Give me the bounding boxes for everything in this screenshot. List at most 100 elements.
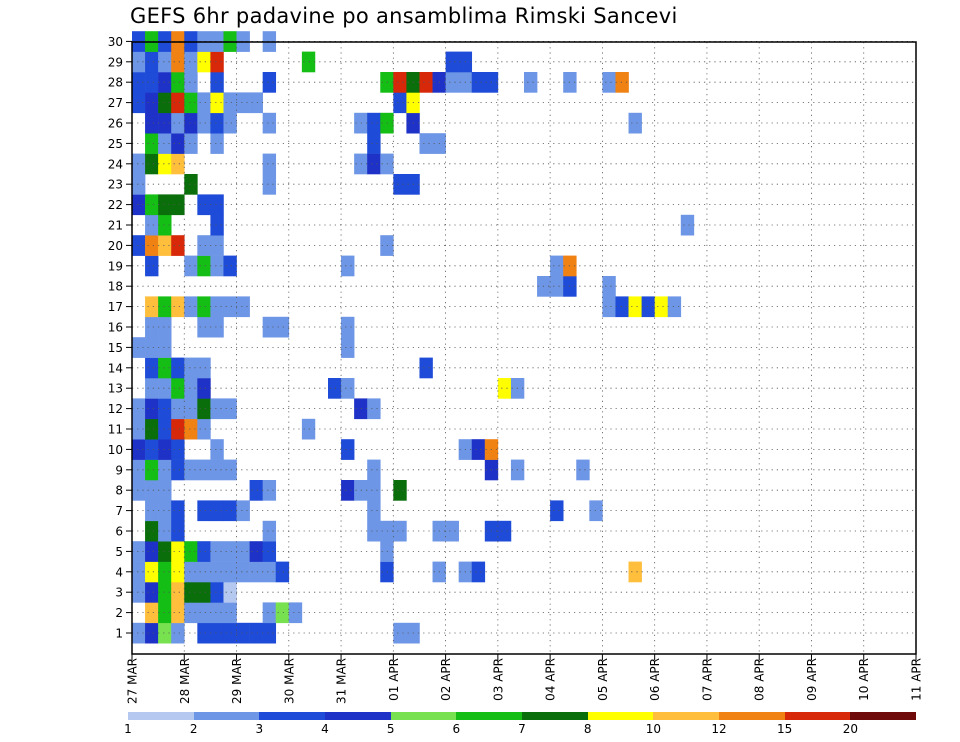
heatmap-chart: 1234567891011121314151617181920212223242… [108,31,924,704]
precip-cell [210,51,224,73]
precip-cell [145,235,159,256]
precip-cell [132,51,146,73]
precip-cell [393,622,407,644]
precip-cell [210,112,224,134]
precip-cell [236,541,250,562]
precip-cell [184,357,198,379]
precip-cell [236,500,250,522]
precip-cell [210,296,224,318]
y-tick-label: 11 [108,423,123,437]
precip-cell [341,439,355,460]
precip-cell [471,72,486,93]
precip-cell [158,337,172,358]
precip-cell [145,255,159,277]
precip-cell [171,51,185,73]
precip-cell [158,418,172,440]
precip-cell [210,235,224,256]
precip-cell [223,459,237,481]
precip-cell [197,561,211,583]
precip-cell [158,459,172,481]
precip-cell [158,541,172,562]
precip-cell [393,520,407,542]
x-tick-label: 27 MAR [126,658,140,704]
colorbar-label: 10 [645,722,661,736]
precip-cell [197,296,211,318]
precip-cell [223,602,237,624]
precip-cell [341,480,355,501]
precip-cell [262,541,277,562]
y-tick-label: 17 [108,300,123,314]
precip-cell [158,520,172,542]
precip-cell [210,194,224,216]
precip-cell [158,602,172,624]
precip-cell [210,561,224,583]
precip-cell [132,582,146,603]
x-tick-label: 08 APR [753,658,767,701]
precip-cell [236,622,250,644]
precip-cell [132,439,146,460]
precip-cell [367,153,381,175]
y-tick-label: 4 [115,565,123,579]
colorbar-label: 7 [518,722,526,736]
precip-cell [367,398,381,420]
y-tick-label: 23 [108,178,123,192]
ticks-layer: 1234567891011121314151617181920212223242… [108,35,924,704]
precip-cell [210,214,224,236]
cells-layer [132,31,695,644]
precip-cell [249,541,263,562]
precip-cell [145,459,159,481]
precip-cell [145,541,159,562]
x-tick-label: 29 MAR [230,658,244,704]
precip-cell [197,92,211,114]
precip-cell [158,72,172,93]
precip-cell [210,602,224,624]
precip-cell [210,459,224,481]
precip-cell [210,541,224,562]
precip-cell [589,500,603,522]
colorbar-label: 20 [842,722,858,736]
precip-cell [158,133,172,154]
precip-cell [158,92,172,114]
precip-cell [445,72,459,93]
precip-cell [184,602,198,624]
x-tick-label: 31 MAR [335,658,349,704]
precip-cell [171,112,185,134]
precip-cell [210,622,224,644]
precip-cell [249,480,263,501]
precip-cell [132,153,146,175]
y-tick-label: 1 [115,627,123,641]
precip-cell [197,316,211,338]
precip-cell [223,541,237,562]
precip-cell [171,153,185,175]
precip-cell [145,398,159,420]
precip-cell [158,316,172,338]
precip-cell [210,398,224,420]
precip-cell [145,112,159,134]
colorbar-label: 15 [777,722,793,736]
precip-cell [171,541,185,562]
y-tick-label: 13 [108,382,123,396]
precip-cell [262,480,277,501]
precip-cell [132,235,146,256]
precip-cell [419,357,433,379]
grid-layer [132,41,916,654]
precip-cell [184,72,198,93]
x-tick-label: 07 APR [700,658,714,701]
precip-cell [158,378,172,399]
precip-cell [262,602,277,624]
precip-cell [223,500,237,522]
precip-cell [171,398,185,420]
precip-cell [184,51,198,73]
precip-cell [171,439,185,460]
precip-cell [236,92,250,114]
precip-cell [184,133,198,154]
x-tick-label: 06 APR [648,658,662,701]
plot-frame [131,41,917,655]
precip-cell [171,561,185,583]
precip-cell [145,296,159,318]
precip-cell [471,561,486,583]
precip-cell [497,520,512,542]
precip-cell [197,582,211,603]
precip-cell [288,602,303,624]
precip-cell [367,520,381,542]
